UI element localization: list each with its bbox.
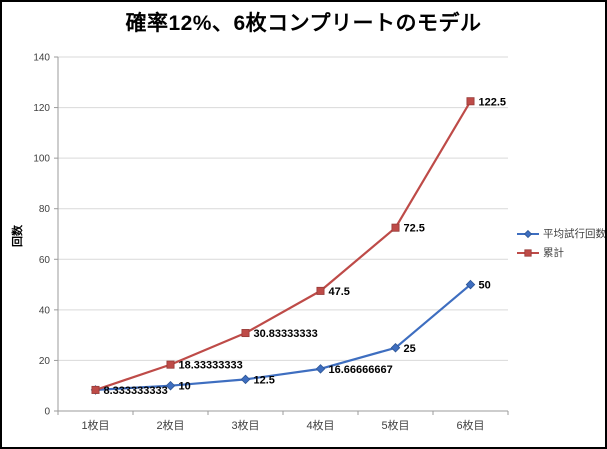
data-label: 47.5: [329, 286, 350, 298]
marker-square: [466, 97, 475, 106]
x-tick-label: 2枚目: [156, 418, 184, 432]
y-tick-label: 40: [39, 305, 51, 316]
chart-title: 確率12%、6枚コンプリートのモデル: [125, 12, 482, 35]
data-label: 25: [404, 343, 416, 355]
legend-item-0: 平均試行回数: [516, 226, 606, 241]
x-tick-label: 6枚目: [456, 418, 484, 432]
x-tick-label: 3枚目: [231, 418, 259, 432]
series-line-0: [94, 283, 472, 392]
y-tick-label: 80: [39, 204, 51, 215]
marker-diamond: [315, 364, 326, 374]
legend: 平均試行回数 累計: [516, 226, 606, 260]
x-tick-label: 1枚目: [81, 418, 109, 432]
data-label: 10: [179, 381, 191, 393]
y-tick-label: 0: [44, 407, 50, 418]
marker-diamond: [240, 374, 251, 385]
x-tick-label: 5枚目: [381, 418, 409, 432]
y-tick-label: 140: [33, 53, 50, 64]
x-tick-label: 4枚目: [306, 418, 334, 432]
series-line-1: [94, 100, 472, 392]
marker-square: [91, 385, 100, 394]
data-label: 72.5: [404, 223, 425, 235]
y-tick-label: 120: [33, 103, 50, 114]
y-tick-label: 60: [39, 255, 51, 266]
marker-square: [166, 360, 175, 369]
data-label: 30.83333333: [254, 328, 318, 340]
data-label: 122.5: [479, 96, 507, 108]
y-tick-label: 20: [39, 356, 51, 367]
marker-square: [316, 286, 325, 295]
legend-label: 平均試行回数: [543, 228, 606, 240]
data-label: 16.66666667: [329, 364, 393, 376]
data-label: 18.33333333: [179, 360, 243, 372]
data-label: 50: [479, 280, 491, 292]
legend-marker-icon: [517, 229, 539, 238]
marker-square: [241, 329, 250, 338]
legend-label: 累計: [543, 247, 564, 259]
marker-diamond: [165, 380, 176, 391]
marker-diamond: [390, 343, 401, 353]
marker-square: [391, 223, 400, 232]
legend-item-1: 累計: [516, 245, 605, 260]
y-tick-label: 100: [33, 154, 50, 165]
legend-marker-icon: [517, 248, 539, 257]
marker-diamond: [465, 279, 476, 290]
data-label: 8.333333333: [104, 385, 168, 397]
data-label: 12.5: [254, 374, 275, 386]
